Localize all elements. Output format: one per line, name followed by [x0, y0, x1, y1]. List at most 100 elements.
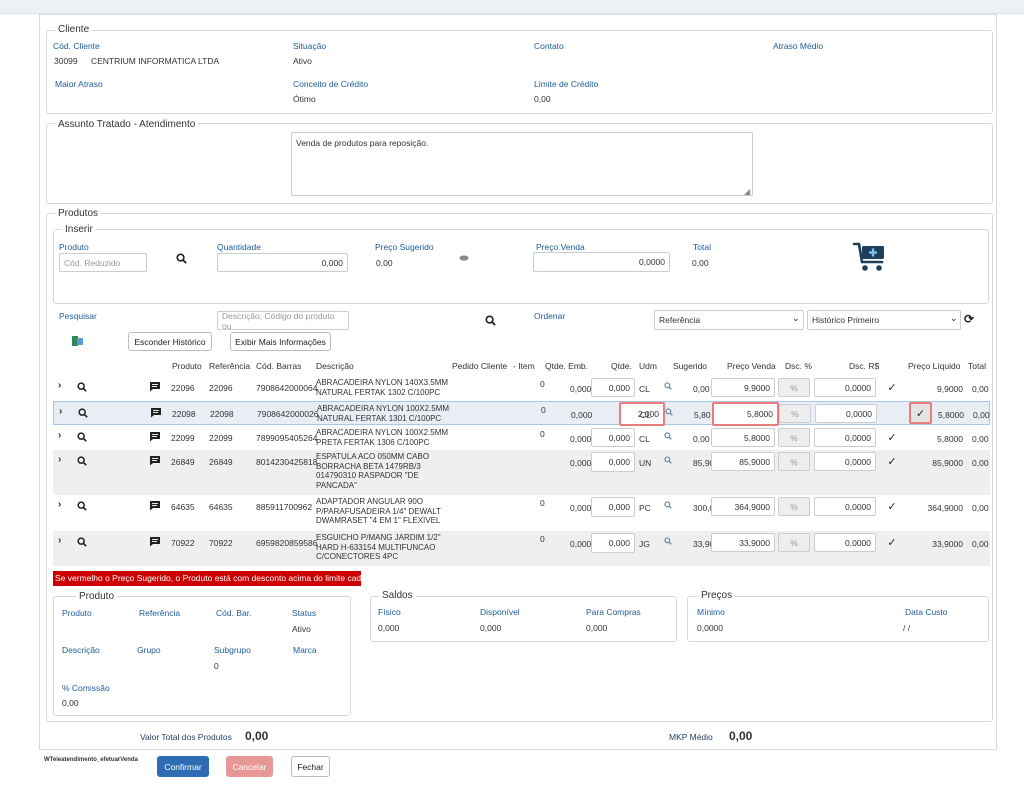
th-referencia[interactable]: Referência — [209, 361, 251, 371]
ordenar-select[interactable]: Referência — [654, 310, 804, 330]
assunto-textarea[interactable]: Venda de produtos para reposição. — [291, 132, 753, 196]
confirm-check-icon[interactable]: ✓ — [887, 456, 897, 468]
confirmar-button[interactable]: Confirmar — [157, 756, 209, 777]
search-icon[interactable] — [77, 501, 87, 513]
th-udm[interactable]: Udm — [639, 361, 657, 371]
row-preco-venda-input[interactable]: 9,9000 — [711, 378, 775, 397]
row-dsc-percent-input[interactable]: % — [778, 452, 810, 471]
row-qtde-input[interactable]: 0,000 — [591, 497, 635, 517]
row-dsc-rs-input[interactable]: 0,0000 — [814, 497, 876, 516]
resize-handle-icon[interactable]: ◢ — [744, 187, 751, 196]
exibir-informacoes-button[interactable]: Exibir Mais Informações — [230, 332, 331, 351]
row-dsc-rs-input[interactable]: 0,0000 — [814, 428, 876, 447]
expand-chevron-icon[interactable]: › — [58, 499, 62, 510]
confirm-check-icon[interactable]: ✓ — [909, 402, 932, 424]
historico-select[interactable]: Histórico Primeiro — [807, 310, 961, 330]
excel-icon[interactable] — [70, 333, 84, 347]
th-produto[interactable]: Produto — [172, 361, 202, 371]
comment-icon[interactable] — [149, 455, 161, 468]
row-preco-venda-input[interactable]: 364,9000 — [711, 497, 775, 516]
th-descricao[interactable]: Descrição — [316, 361, 354, 371]
row-preco-venda-input[interactable]: 85,9000 — [711, 452, 775, 471]
expand-chevron-icon[interactable]: › — [58, 454, 62, 465]
row-qtde-input[interactable]: 0,000 — [591, 378, 635, 397]
table-row[interactable]: › 70922 70922 6959820859586 ESGUICHO P/MANG … — [53, 531, 990, 566]
row-dsc-rs-input[interactable]: 0,0000 — [814, 378, 876, 397]
search-icon[interactable] — [482, 312, 498, 328]
expand-chevron-icon[interactable]: › — [58, 430, 62, 441]
row-dsc-percent-input[interactable]: % — [778, 533, 810, 552]
quantidade-input[interactable]: 0,000 — [217, 253, 348, 272]
table-row[interactable]: › 22096 22096 7908642000064 ABRACADEIRA NYLO… — [53, 376, 990, 400]
refresh-icon[interactable]: ⟳ — [964, 312, 975, 326]
expand-chevron-icon[interactable]: › — [59, 406, 63, 417]
table-row[interactable]: › 22099 22099 7899095405264 ABRACADEIRA NYLO… — [53, 426, 990, 450]
row-dsc-rs-input[interactable]: 0,0000 — [815, 404, 877, 423]
row-dsc-percent-input[interactable]: % — [779, 404, 811, 423]
row-descricao-line: C/CONECTORES 4PC — [316, 552, 399, 561]
row-total: 0,00 — [972, 503, 989, 513]
row-total: 0,00 — [972, 539, 989, 549]
search-icon[interactable] — [77, 432, 87, 444]
row-total: 0,00 — [972, 384, 989, 394]
row-qtde-input[interactable]: 0,000 — [591, 428, 635, 447]
row-dsc-percent-input[interactable]: % — [778, 378, 810, 397]
row-preco-venda-input[interactable]: 5,8000 — [711, 428, 775, 447]
comment-icon[interactable] — [150, 407, 162, 420]
row-preco-venda-input[interactable]: 33,9000 — [711, 533, 775, 552]
table-row[interactable]: › 22098 22098 7908642000026 ABRACADEIRA NYLO… — [53, 401, 990, 426]
th-preco-liquido[interactable]: Preço Líquido — [908, 361, 961, 371]
th-sugerido[interactable]: Sugerido — [673, 361, 708, 371]
cloud-icon[interactable] — [457, 251, 471, 263]
search-icon[interactable] — [78, 408, 88, 420]
comment-icon[interactable] — [149, 431, 161, 444]
search-icon[interactable] — [77, 382, 87, 394]
th-item[interactable]: - Item — [513, 361, 535, 371]
search-icon[interactable] — [173, 250, 189, 266]
comment-icon[interactable] — [149, 536, 161, 549]
table-row[interactable]: › 64635 64635 885911700962 ADAPTADOR ANGULAR… — [53, 495, 990, 530]
fechar-button[interactable]: Fechar — [291, 756, 330, 777]
search-icon[interactable] — [77, 456, 87, 468]
magnifier-icon[interactable] — [664, 501, 672, 511]
confirm-check-icon[interactable]: ✓ — [887, 382, 897, 394]
th-qtde[interactable]: Qtde. — [611, 361, 632, 371]
add-cart-icon[interactable] — [850, 240, 890, 274]
magnifier-icon[interactable] — [664, 456, 672, 466]
expand-chevron-icon[interactable]: › — [58, 535, 62, 546]
esconder-historico-button[interactable]: Esconder Histórico — [128, 332, 212, 351]
cancelar-button[interactable]: Cancelar — [226, 756, 273, 777]
row-dsc-percent-input[interactable]: % — [778, 497, 810, 516]
row-descricao: ABRACADEIRA NYLON 140X3.5MM NATURAL FERTA… — [316, 378, 448, 397]
row-dsc-rs-input[interactable]: 0,0000 — [814, 533, 876, 552]
confirm-check-icon[interactable]: ✓ — [887, 432, 897, 444]
th-qtde-emb[interactable]: Qtde. Emb. — [545, 361, 588, 371]
confirm-check-icon[interactable]: ✓ — [887, 501, 897, 513]
search-icon[interactable] — [77, 537, 87, 549]
th-dsc-rs[interactable]: Dsc. R$ — [849, 361, 880, 371]
comment-icon[interactable] — [149, 381, 161, 394]
comment-icon[interactable] — [149, 500, 161, 513]
magnifier-icon[interactable] — [664, 382, 672, 392]
th-preco-venda[interactable]: Preço Venda — [727, 361, 776, 371]
th-cod-barras[interactable]: Cód. Barras — [256, 361, 302, 371]
row-qtde-input[interactable]: 0,000 — [591, 533, 635, 553]
magnifier-icon[interactable] — [664, 432, 672, 442]
confirm-check-icon[interactable]: ✓ — [887, 537, 897, 549]
row-dsc-percent-input[interactable]: % — [778, 428, 810, 447]
row-qtde-input[interactable]: 0,000 — [591, 452, 635, 472]
th-dsc-percent[interactable]: Dsc. % — [785, 361, 812, 371]
produto-input[interactable]: Cód. Reduzido — [59, 253, 147, 272]
row-preco-venda-input[interactable]: 5,8000 — [712, 402, 779, 426]
row-qtde-input[interactable]: 2,000 — [619, 402, 665, 426]
magnifier-icon[interactable] — [665, 408, 673, 418]
mkp-label: MKP Médio — [669, 732, 713, 742]
pesquisar-input[interactable]: Descrição, Código do produto ou — [217, 311, 349, 331]
th-pedido-cliente[interactable]: Pedido Cliente — [452, 361, 508, 371]
table-row[interactable]: › 26849 26849 8014230425818 ESPATULA ACO 050… — [53, 450, 990, 495]
row-dsc-rs-input[interactable]: 0,0000 — [814, 452, 876, 471]
expand-chevron-icon[interactable]: › — [58, 380, 62, 391]
th-total[interactable]: Total — [968, 361, 986, 371]
preco-venda-input[interactable]: 0,0000 — [533, 252, 670, 272]
magnifier-icon[interactable] — [664, 537, 672, 547]
